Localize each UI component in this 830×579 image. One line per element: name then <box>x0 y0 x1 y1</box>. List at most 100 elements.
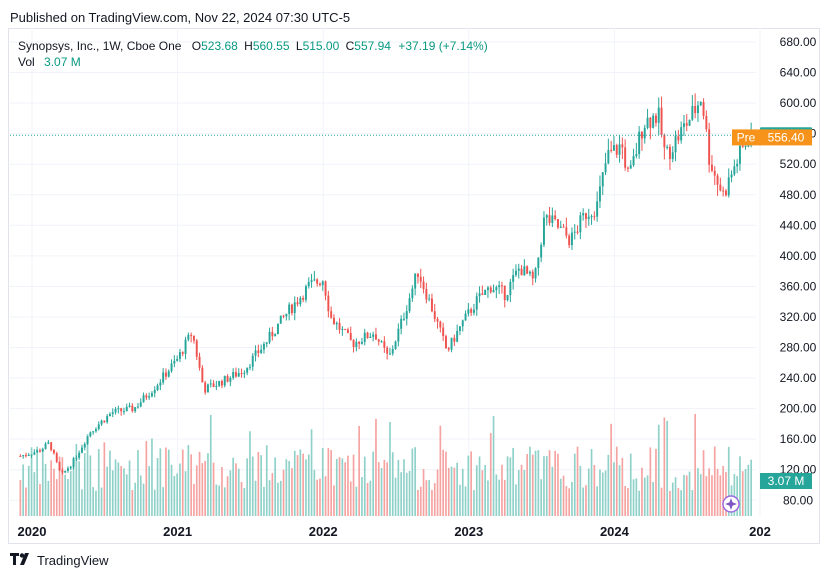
candle-body <box>666 146 669 148</box>
volume-bar <box>655 448 657 516</box>
candle-body <box>506 295 509 301</box>
price-tick-label: 480.00 <box>780 188 817 202</box>
candle-body <box>240 373 243 375</box>
candle-body <box>170 363 173 372</box>
candle-body <box>475 296 478 310</box>
volume-bar <box>148 466 150 516</box>
candle-body <box>131 405 134 412</box>
volume-bar <box>361 477 363 516</box>
candle-body <box>512 275 515 282</box>
year-tick-label: 202 <box>749 524 771 539</box>
candle-body <box>134 407 137 412</box>
price-tick-label: 240.00 <box>780 371 817 385</box>
volume-bar <box>235 463 237 516</box>
volume-bar <box>131 490 134 516</box>
candle-body <box>414 273 417 289</box>
volume-bar <box>19 480 22 516</box>
candle-body <box>268 331 271 343</box>
volume-bar <box>621 457 624 516</box>
volume-bar <box>408 470 411 516</box>
candle-body <box>75 457 78 459</box>
candle-body <box>360 341 363 344</box>
volume-bar <box>453 467 456 516</box>
volume-bar <box>506 456 509 516</box>
volume-bar <box>562 475 565 516</box>
close-label: C <box>345 39 355 53</box>
candle-body <box>579 215 582 233</box>
volume-bar <box>646 475 649 516</box>
volume-bar <box>419 486 422 516</box>
candle-body <box>27 455 30 457</box>
candle-body <box>402 318 405 320</box>
candle-body <box>649 117 652 128</box>
volume-bar <box>44 463 47 516</box>
volume-bar <box>627 488 629 516</box>
legend-row-volume: Vol 3.07 M <box>18 54 488 70</box>
volume-bar <box>333 485 335 516</box>
volume-bar <box>501 464 503 516</box>
candle-body <box>568 235 571 246</box>
volume-bar <box>428 479 430 516</box>
candle-body <box>125 406 128 412</box>
candle-body <box>302 298 305 300</box>
volume-bar <box>526 454 528 516</box>
candle-body <box>192 335 195 341</box>
volume-bar <box>184 471 187 516</box>
candle-body <box>276 323 279 335</box>
candle-body <box>747 145 750 147</box>
candle-body <box>584 213 587 219</box>
candle-body <box>313 279 316 281</box>
volume-bar <box>657 424 660 516</box>
candle-body <box>719 184 722 191</box>
candle-body <box>481 293 484 295</box>
candle-body <box>388 353 391 355</box>
candle-body <box>730 174 733 178</box>
volume-bar <box>268 480 271 516</box>
candle-body <box>626 167 629 169</box>
volume-bar <box>688 471 691 516</box>
volume-bar <box>708 468 710 516</box>
volume-bar <box>64 474 66 516</box>
volume-bar <box>120 466 122 516</box>
pre-market-badge-label: 556.40 <box>768 130 805 144</box>
year-tick-label: 2020 <box>18 524 47 539</box>
candle-body <box>78 452 81 458</box>
candle-body <box>290 304 293 314</box>
volume-bar <box>193 483 195 516</box>
volume-bar <box>559 478 562 516</box>
candle-body <box>509 281 512 296</box>
volume-bar <box>431 489 433 516</box>
candle-body <box>559 226 562 228</box>
legend-row-ohlc: Synopsys, Inc., 1W, Cboe One O523.68 H56… <box>18 38 488 54</box>
volume-bar <box>478 456 481 516</box>
footer-brand[interactable]: TradingView <box>10 552 109 568</box>
volume-bar <box>445 451 447 516</box>
high-label: H <box>244 39 253 53</box>
volume-bar <box>83 453 86 516</box>
candle-body <box>498 285 501 288</box>
volume-bar <box>209 414 212 516</box>
candle-body <box>19 455 22 457</box>
high-value: 560.55 <box>252 39 290 53</box>
symbol-label[interactable]: Synopsys, Inc., 1W, Cboe One <box>18 39 182 53</box>
candle-body <box>696 105 699 114</box>
candle-body <box>478 293 481 297</box>
time-axis: 2020 2021 2022 2023 2024 202 <box>18 524 771 539</box>
volume-bar <box>534 450 537 516</box>
candle-body <box>363 332 366 342</box>
published-note: Published on TradingView.com, Nov 22, 20… <box>10 10 351 25</box>
candle-body <box>710 164 713 171</box>
volume-bar <box>386 462 388 516</box>
candle-body <box>682 123 685 128</box>
price-chart[interactable]: 80.00120.00160.00200.00240.00280.00320.0… <box>8 28 820 544</box>
candle-body <box>181 352 184 354</box>
volume-bar <box>683 474 685 516</box>
candle-body <box>500 285 503 287</box>
volume-bar <box>397 459 400 516</box>
candle-body <box>30 454 33 456</box>
candle-body <box>425 288 428 300</box>
volume-bar <box>461 468 464 516</box>
candle-body <box>699 102 702 106</box>
volume-bar <box>663 417 666 516</box>
candle-body <box>229 377 232 382</box>
